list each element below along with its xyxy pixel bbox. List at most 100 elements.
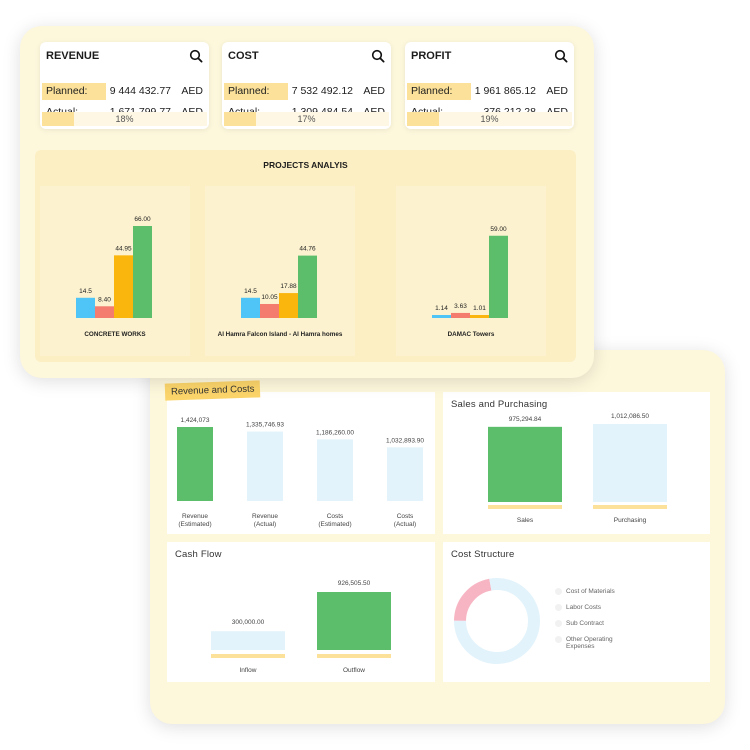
project-name: DAMAC Towers bbox=[448, 331, 495, 338]
bar bbox=[432, 315, 451, 318]
project-name: Al Hamra Falcon Island - Al Hamra homes bbox=[218, 331, 343, 338]
progress-label: 17% bbox=[297, 114, 316, 124]
cash-flow-card: Cash Flow 300,000.00 Inflow 926,505.50 Outf… bbox=[167, 542, 435, 682]
bar-value-label: 3.63 bbox=[454, 303, 467, 310]
kpi-title: COST bbox=[228, 50, 259, 62]
sales-purchasing-card: Sales and Purchasing 975,294.84 Sales 1,01… bbox=[443, 392, 710, 534]
progress-fill bbox=[42, 112, 74, 126]
kpi-title: PROFIT bbox=[411, 50, 452, 62]
bar bbox=[470, 315, 489, 318]
legend-label: Other Operating bbox=[566, 636, 613, 643]
finance-dashboard-panel: Revenue and Costs 1,424,073 Revenue (Estim… bbox=[150, 350, 725, 724]
bar-value-label: 44.95 bbox=[115, 245, 132, 252]
category-label: (Actual) bbox=[394, 521, 416, 528]
cost-structure-title: Cost Structure bbox=[451, 549, 515, 560]
progress-label: 19% bbox=[480, 114, 499, 124]
currency: AED bbox=[546, 85, 568, 97]
legend-item: Sub Contract bbox=[555, 620, 604, 627]
bar-value-label: 59.00 bbox=[490, 226, 507, 233]
legend-swatch bbox=[555, 604, 562, 611]
category-label: Inflow bbox=[240, 667, 257, 674]
bar bbox=[133, 226, 152, 318]
pie-slice bbox=[454, 578, 540, 664]
category-label: (Estimated) bbox=[318, 521, 351, 528]
legend-swatch bbox=[555, 620, 562, 627]
bar-value-label: 17.88 bbox=[280, 283, 297, 290]
bar bbox=[95, 306, 114, 318]
bar-value-label: 926,505.50 bbox=[338, 580, 371, 587]
legend-swatch bbox=[555, 636, 562, 643]
project-chart-al-hamra: 14.5 10.05 17.88 44.76 Al Hamra Falcon Islan… bbox=[205, 186, 355, 356]
bar bbox=[76, 297, 95, 318]
planned-value: 1 961 865.12 bbox=[474, 85, 536, 97]
bar-value-label: 300,000.00 bbox=[232, 619, 265, 626]
projects-analysis-section: PROJECTS ANALYIS 14.5 8.40 44.95 66.00 CONCR… bbox=[35, 150, 576, 362]
category-label: Costs bbox=[397, 513, 414, 520]
planned-label: Planned: bbox=[46, 85, 88, 97]
kpi-title: REVENUE bbox=[46, 50, 100, 62]
bar-value-label: 1,335,746.93 bbox=[246, 422, 284, 429]
planned-label: Planned: bbox=[228, 85, 270, 97]
bar bbox=[211, 631, 285, 650]
planned-row: Planned: 1 961 865.12 AED bbox=[407, 83, 568, 100]
project-chart-concrete-works: 14.5 8.40 44.95 66.00 CONCRETE WORKS bbox=[40, 186, 190, 356]
bar bbox=[593, 424, 667, 502]
bar bbox=[114, 255, 133, 318]
search-icon[interactable] bbox=[189, 49, 203, 63]
bar-value-label: 1,424,073 bbox=[181, 417, 210, 424]
bar-baseline bbox=[317, 654, 391, 658]
project-chart-damac-towers: 1.14 3.63 1.01 59.00 DAMAC Towers bbox=[396, 186, 546, 356]
category-label: Costs bbox=[327, 513, 344, 520]
bar bbox=[488, 426, 562, 502]
bar bbox=[489, 235, 508, 318]
bar bbox=[279, 293, 298, 318]
category-label: (Estimated) bbox=[178, 521, 211, 528]
currency: AED bbox=[363, 85, 385, 97]
category-label: Purchasing bbox=[614, 517, 647, 524]
bar bbox=[387, 447, 423, 501]
project-name: CONCRETE WORKS bbox=[84, 331, 145, 338]
sales-purchasing-title: Sales and Purchasing bbox=[451, 399, 548, 410]
profit-kpi-card: PROFIT Planned: 1 961 865.12 AED Actual:… bbox=[405, 42, 574, 129]
category-label: Outflow bbox=[343, 667, 365, 674]
bar bbox=[260, 303, 279, 318]
currency: AED bbox=[181, 85, 203, 97]
legend-item: Other Operating Expenses bbox=[555, 636, 613, 650]
projects-dashboard-panel: REVENUE Planned: 9 444 432.77 AED Actual… bbox=[20, 26, 594, 378]
legend-label: Sub Contract bbox=[566, 620, 604, 627]
bar bbox=[451, 312, 470, 318]
bar-baseline bbox=[211, 654, 285, 658]
bar-value-label: 14.5 bbox=[79, 288, 92, 295]
revenue-costs-card: Revenue and Costs 1,424,073 Revenue (Estim… bbox=[164, 380, 435, 534]
bar bbox=[247, 431, 283, 501]
planned-row: Planned: 7 532 492.12 AED bbox=[224, 83, 385, 100]
bar-baseline bbox=[593, 505, 667, 509]
search-icon[interactable] bbox=[371, 49, 385, 63]
bar bbox=[317, 439, 353, 501]
cost-structure-card: Cost Structure Cost of Materials Labor Co… bbox=[443, 542, 710, 682]
search-icon[interactable] bbox=[554, 49, 568, 63]
bar-value-label: 1,186,260.00 bbox=[316, 429, 354, 436]
legend-label: Labor Costs bbox=[566, 604, 602, 611]
category-label: Revenue bbox=[182, 513, 208, 520]
category-label: Revenue bbox=[252, 513, 278, 520]
bar-value-label: 14.5 bbox=[244, 288, 257, 295]
planned-label: Planned: bbox=[411, 85, 453, 97]
planned-row: Planned: 9 444 432.77 AED bbox=[42, 83, 203, 100]
legend-item: Cost of Materials bbox=[555, 588, 615, 595]
progress-bar: 19% bbox=[407, 112, 572, 126]
legend-item: Labor Costs bbox=[555, 604, 602, 611]
bar-value-label: 1,032,893.90 bbox=[386, 437, 424, 444]
bar-value-label: 66.00 bbox=[134, 216, 151, 223]
legend-label: Cost of Materials bbox=[566, 588, 615, 595]
legend-label: Expenses bbox=[566, 643, 595, 650]
cost-kpi-card: COST Planned: 7 532 492.12 AED Actual: 1… bbox=[222, 42, 391, 129]
bar bbox=[241, 297, 260, 318]
progress-bar: 18% bbox=[42, 112, 207, 126]
bar-value-label: 975,294.84 bbox=[509, 416, 542, 423]
bar bbox=[298, 255, 317, 318]
bar-value-label: 44.76 bbox=[299, 246, 316, 253]
bar-value-label: 1.14 bbox=[435, 305, 448, 312]
progress-fill bbox=[224, 112, 256, 126]
progress-fill bbox=[407, 112, 439, 126]
